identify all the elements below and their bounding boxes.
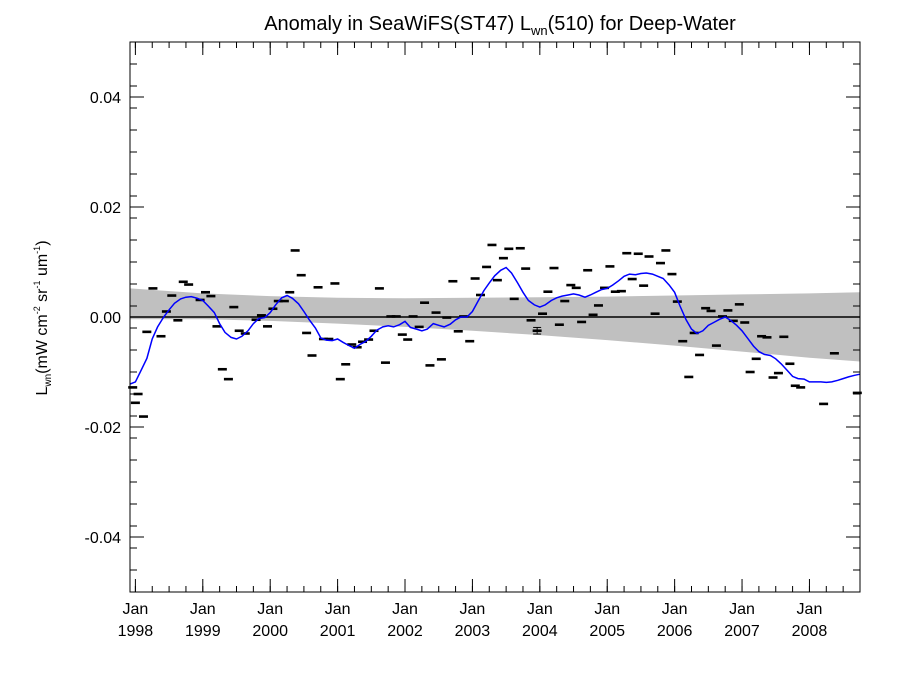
chart-title-suffix: (510) for Deep-Water — [548, 13, 737, 35]
x-tick-label-year: 2006 — [657, 623, 693, 640]
x-tick-label-year: 1999 — [185, 623, 221, 640]
x-tick-label-year: 2001 — [320, 623, 356, 640]
confidence-band-layer — [130, 288, 860, 362]
y-axis-label-units-mid1: sr — [34, 288, 51, 306]
confidence-band — [130, 288, 860, 362]
y-tick-label: -0.04 — [85, 530, 122, 547]
y-axis-label: Lwn(mW cm-2 sr-1 um-1) — [32, 240, 54, 395]
smoothed-series-line — [129, 266, 861, 385]
smoothed-line-layer — [129, 266, 861, 385]
x-tick-label-month: Jan — [392, 601, 418, 618]
y-axis-label-exp2: -1 — [32, 280, 42, 288]
x-tick-label-month: Jan — [122, 601, 148, 618]
x-tick-label-month: Jan — [257, 601, 283, 618]
x-tick-label-month: Jan — [729, 601, 755, 618]
y-axis-label-main: L — [34, 387, 51, 396]
y-tick-label: -0.02 — [85, 420, 122, 437]
error-bar-point — [533, 326, 542, 335]
chart-title-subscript: wn — [530, 23, 548, 38]
chart-title: Anomaly in SeaWiFS(ST47) Lwn(510) for De… — [264, 13, 736, 38]
x-tick-label-year: 2004 — [522, 623, 558, 640]
y-tick-label: 0.02 — [90, 200, 121, 217]
y-axis-label-exp3: -1 — [32, 246, 42, 254]
x-tick-label-month: Jan — [190, 601, 216, 618]
y-axis-label-sub: wn — [43, 374, 54, 388]
x-tick-label-month: Jan — [594, 601, 620, 618]
x-tick-label-year: 2003 — [455, 623, 491, 640]
y-axis-label-units-open: (mW cm — [34, 314, 51, 374]
x-tick-label-year: 2002 — [387, 623, 423, 640]
y-axis-label-exp1: -2 — [32, 306, 42, 314]
x-tick-label-month: Jan — [325, 601, 351, 618]
y-tick-label: 0.04 — [90, 90, 121, 107]
x-tick-label-year: 2007 — [724, 623, 760, 640]
x-tick-label-year: 2005 — [589, 623, 625, 640]
x-tick-label-year: 2000 — [252, 623, 288, 640]
y-axis-label-units-close: ) — [34, 240, 51, 245]
x-tick-label-month: Jan — [797, 601, 823, 618]
x-tick-label-month: Jan — [527, 601, 553, 618]
ticks-layer: 0.04 0.02 0.00 -0.02 -0.04 Jan 1998 Jan 1999 Jan 2… — [85, 41, 861, 640]
x-tick-label-year: 2008 — [792, 623, 828, 640]
y-tick-label: 0.00 — [90, 310, 121, 327]
x-tick-label-month: Jan — [662, 601, 688, 618]
x-tick-label-year: 1998 — [118, 623, 154, 640]
x-tick-label-month: Jan — [460, 601, 486, 618]
data-points-layer — [128, 243, 862, 418]
chart-title-prefix: Anomaly in SeaWiFS(ST47) L — [264, 13, 531, 35]
y-axis-label-units-mid2: um — [34, 254, 51, 281]
